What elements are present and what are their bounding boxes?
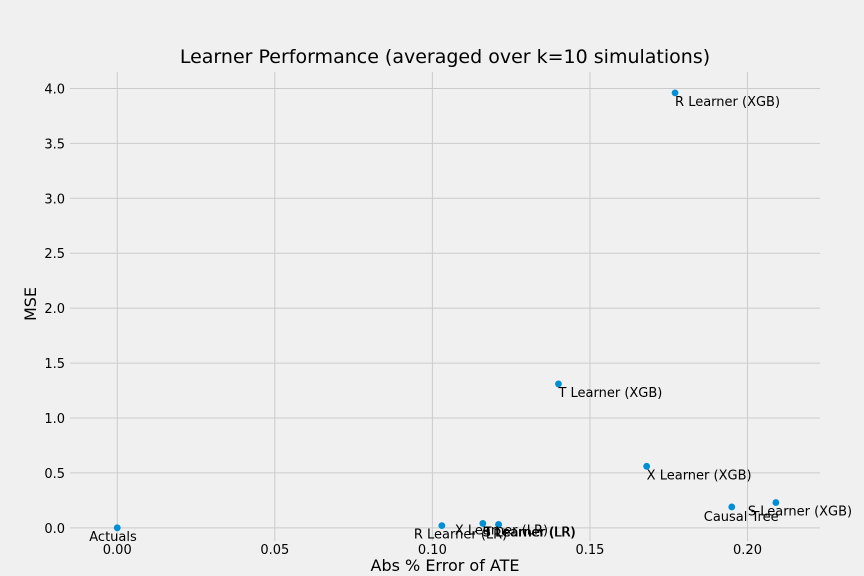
point-label: S Learner (XGB) [748, 505, 852, 520]
x-axis-title: Abs % Error of ATE [371, 556, 520, 575]
point-label: Actuals [89, 530, 137, 545]
y-tick-label: 0.5 [44, 467, 65, 482]
y-tick-label: 2.5 [44, 247, 65, 262]
x-tick-label: 0.00 [103, 543, 132, 558]
y-tick-label: 3.5 [44, 137, 65, 152]
point-labels: Actuals R Learner (LR)X Learner (LR)S Lea… [89, 95, 852, 545]
point-label: R Learner (LR) [414, 528, 507, 543]
data-point [495, 521, 502, 528]
y-tick-label: 3.0 [44, 192, 65, 207]
point-label: X Learner (XGB) [647, 468, 752, 483]
x-tick-label: 0.15 [575, 543, 604, 558]
y-tick-label: 4.0 [44, 82, 65, 97]
point-label: T Learner (XGB) [557, 386, 662, 401]
data-point [479, 520, 487, 527]
data-point [728, 503, 736, 511]
data-points [113, 89, 780, 532]
x-tick-labels: 0.00 0.05 0.10 0.15 0.20 [103, 543, 762, 558]
y-tick-labels: 0.0 0.5 1.0 1.5 2.0 2.5 3.0 3.5 4.0 [44, 82, 65, 536]
y-axis-title: MSE [21, 287, 40, 321]
y-tick-label: 1.0 [44, 412, 65, 427]
y-tick-label: 0.0 [44, 522, 65, 537]
x-tick-label: 0.05 [260, 543, 289, 558]
y-gridlines [70, 87, 820, 529]
data-point [555, 380, 562, 388]
y-tick-label: 1.5 [44, 357, 65, 372]
x-tick-label: 0.10 [418, 543, 447, 558]
point-label: X Learner (LR) [455, 523, 548, 538]
point-label: Causal Tree [704, 510, 779, 525]
point-label: S Learner (LR) [483, 526, 576, 541]
x-gridlines [116, 72, 749, 541]
data-point [671, 89, 679, 97]
data-point [772, 499, 780, 506]
data-point [438, 522, 446, 530]
chart-title: Learner Performance (averaged over k=10 … [180, 46, 710, 68]
point-label: R Learner (XGB) [675, 95, 780, 110]
data-point [643, 462, 651, 470]
point-label: T Learner (LR) [483, 526, 576, 541]
y-tick-label: 2.0 [44, 302, 65, 317]
data-point [113, 524, 121, 532]
x-tick-label: 0.20 [733, 543, 762, 558]
